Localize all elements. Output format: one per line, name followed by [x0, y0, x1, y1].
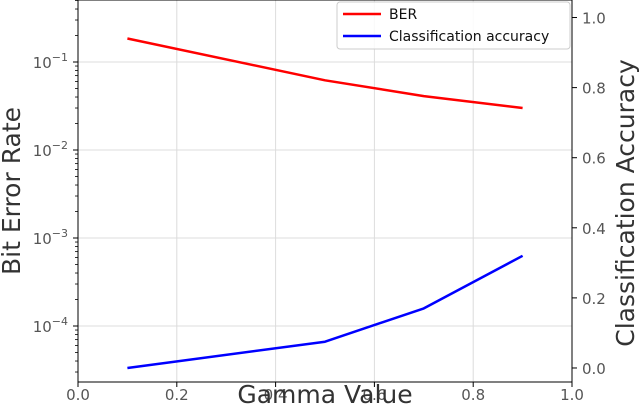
legend-label-ber: BER	[389, 7, 417, 23]
y-left-tick-label: 10−2	[33, 139, 68, 160]
legend-label-classification-accuracy: Classification accuracy	[389, 29, 549, 45]
y-right-tick-label: 1.0	[582, 10, 606, 28]
y-axis-left-label: Bit Error Rate	[0, 107, 26, 275]
x-axis-label: Gamma Value	[237, 380, 412, 407]
y-left-tick-label: 10−3	[33, 227, 68, 248]
y-right-tick-label: 0.0	[582, 360, 606, 378]
x-tick-label: 0.4	[264, 386, 288, 404]
series-line-classification-accuracy	[127, 254, 524, 370]
y-right-tick-label: 0.6	[582, 150, 606, 168]
plot-frame	[77, 0, 573, 383]
x-tick-label: 0.6	[362, 386, 386, 404]
y-right-tick-label: 0.2	[582, 290, 606, 308]
series-line-ber	[127, 37, 523, 110]
legend-box	[336, 1, 571, 50]
series	[127, 37, 524, 370]
y-axis-right-label: Classification Accuracy	[611, 59, 640, 347]
x-tick-label: 0.2	[165, 386, 189, 404]
x-tick-label: 1.0	[560, 386, 584, 404]
y-right-tick-label: 0.8	[582, 80, 606, 98]
y-left-tick-label: 10−4	[33, 315, 68, 336]
grid	[77, 0, 573, 382]
x-tick-label: 0.8	[461, 386, 485, 404]
ticks: 0.0 0.2 0.4 0.6 0.8 1.0 10−1 10−2 10−3 10−4 0.0 0.2…	[33, 0, 606, 404]
y-left-tick-label: 10−1	[33, 51, 68, 72]
x-tick-label: 0.0	[66, 386, 90, 404]
legend: BER Classification accuracy	[336, 1, 571, 50]
y-right-tick-label: 0.4	[582, 220, 606, 238]
